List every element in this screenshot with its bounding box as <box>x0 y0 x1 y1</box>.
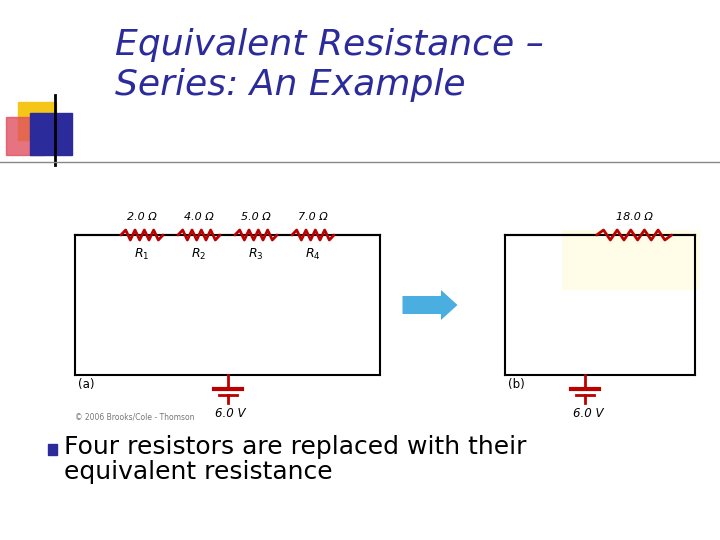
Text: $R_4$: $R_4$ <box>305 247 321 262</box>
Polygon shape <box>402 290 457 320</box>
Text: 6.0 V: 6.0 V <box>215 407 246 420</box>
Text: $R_2$: $R_2$ <box>192 247 207 262</box>
Text: 4.0 Ω: 4.0 Ω <box>184 212 214 222</box>
Bar <box>30 113 72 155</box>
Text: © 2006 Brooks/Cole - Thomson: © 2006 Brooks/Cole - Thomson <box>75 413 194 422</box>
Text: (a): (a) <box>78 378 94 391</box>
Text: 5.0 Ω: 5.0 Ω <box>241 212 271 222</box>
Text: 18.0 Ω: 18.0 Ω <box>616 212 652 222</box>
Text: (b): (b) <box>508 378 525 391</box>
Bar <box>18 102 56 140</box>
Text: Equivalent Resistance –: Equivalent Resistance – <box>115 28 544 62</box>
Bar <box>48 444 57 455</box>
Text: $R_3$: $R_3$ <box>248 247 264 262</box>
Text: 6.0 V: 6.0 V <box>572 407 603 420</box>
Text: Four resistors are replaced with their: Four resistors are replaced with their <box>64 435 526 459</box>
Text: $R_1$: $R_1$ <box>135 247 150 262</box>
Text: 2.0 Ω: 2.0 Ω <box>127 212 157 222</box>
Bar <box>562 230 700 290</box>
Text: Series: An Example: Series: An Example <box>115 68 466 102</box>
Text: 7.0 Ω: 7.0 Ω <box>298 212 328 222</box>
Text: equivalent resistance: equivalent resistance <box>64 460 333 484</box>
Bar <box>6 117 44 155</box>
